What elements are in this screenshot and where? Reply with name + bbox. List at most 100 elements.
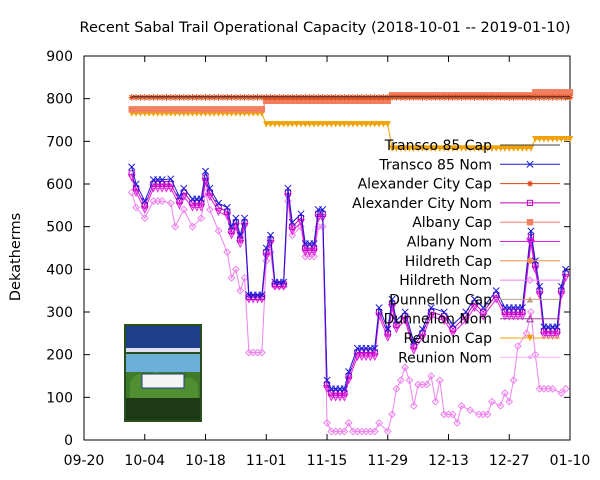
data-point bbox=[566, 89, 574, 96]
data-point bbox=[480, 94, 487, 101]
data-point bbox=[384, 94, 391, 101]
data-point bbox=[228, 94, 235, 101]
data-point bbox=[397, 145, 404, 152]
data-point bbox=[192, 203, 201, 212]
data-point bbox=[480, 145, 487, 152]
data-point bbox=[150, 106, 157, 113]
data-point bbox=[375, 97, 383, 104]
data-point bbox=[267, 94, 274, 101]
x-tick-label: 12-27 bbox=[489, 453, 530, 469]
data-point bbox=[428, 308, 435, 316]
data-point bbox=[384, 97, 391, 104]
data-point bbox=[245, 94, 253, 101]
data-point bbox=[305, 248, 314, 257]
data-point bbox=[471, 94, 478, 101]
data-point bbox=[297, 97, 305, 104]
data-point bbox=[202, 174, 209, 181]
data-point bbox=[500, 312, 509, 321]
data-point bbox=[354, 94, 361, 101]
data-point bbox=[514, 94, 522, 101]
data-point bbox=[223, 203, 231, 212]
data-point bbox=[188, 222, 197, 231]
legend-swatch-marker bbox=[526, 296, 534, 303]
data-point bbox=[544, 331, 553, 340]
data-point bbox=[388, 145, 396, 152]
data-point bbox=[223, 248, 232, 257]
data-point bbox=[371, 121, 378, 128]
legend-swatch-marker bbox=[526, 160, 534, 168]
data-point bbox=[462, 313, 469, 320]
data-point bbox=[280, 278, 288, 286]
data-point bbox=[132, 180, 140, 188]
data-point bbox=[132, 203, 140, 212]
data-point bbox=[487, 397, 496, 406]
legend: Transco 85 Cap Transco 85 Nom Alexander Ci… bbox=[352, 138, 560, 366]
data-point bbox=[215, 106, 222, 113]
data-point bbox=[449, 325, 456, 333]
series-layer bbox=[127, 89, 574, 436]
data-point bbox=[141, 197, 149, 205]
data-point bbox=[263, 97, 270, 104]
data-point bbox=[418, 325, 427, 333]
data-point bbox=[409, 401, 418, 410]
x-tick-label: 12-13 bbox=[428, 453, 469, 469]
data-point bbox=[406, 94, 413, 101]
data-point bbox=[367, 349, 374, 356]
series-line bbox=[131, 166, 567, 390]
data-point bbox=[466, 145, 474, 152]
data-point bbox=[393, 321, 400, 328]
data-point bbox=[540, 89, 548, 96]
legend-swatch-marker bbox=[526, 199, 534, 207]
data-point bbox=[345, 121, 352, 128]
data-point bbox=[401, 363, 410, 372]
data-point bbox=[549, 136, 556, 143]
data-point bbox=[254, 106, 261, 113]
legend-label: Transco 85 Nom bbox=[378, 157, 492, 173]
data-point bbox=[293, 121, 300, 128]
data-point bbox=[219, 94, 227, 101]
series-transco-85-nom bbox=[128, 163, 570, 393]
data-point bbox=[445, 145, 452, 152]
data-point bbox=[302, 244, 309, 252]
data-point bbox=[258, 348, 266, 357]
data-point bbox=[267, 231, 275, 239]
legend-label: Hildreth Nom bbox=[399, 273, 492, 289]
data-point bbox=[341, 389, 348, 397]
data-point bbox=[475, 145, 483, 152]
data-point bbox=[488, 145, 496, 152]
wwals-logo bbox=[124, 324, 202, 422]
data-point bbox=[410, 145, 417, 152]
data-point bbox=[562, 136, 569, 143]
legend-label: Transco 85 Cap bbox=[384, 138, 492, 154]
data-point bbox=[479, 312, 488, 321]
legend-swatch-marker bbox=[526, 276, 534, 285]
data-point bbox=[506, 308, 513, 316]
data-point bbox=[414, 94, 422, 101]
data-point bbox=[344, 419, 353, 427]
data-point bbox=[510, 94, 517, 101]
data-point bbox=[237, 94, 244, 101]
data-point bbox=[267, 97, 274, 104]
data-point bbox=[466, 94, 474, 101]
x-tick-label: 09-20 bbox=[64, 453, 105, 469]
legend-label: Albany Nom bbox=[407, 235, 492, 251]
data-point bbox=[545, 136, 552, 143]
data-point bbox=[180, 184, 188, 192]
data-point bbox=[150, 94, 157, 101]
data-point bbox=[558, 94, 565, 101]
data-point bbox=[276, 94, 283, 101]
data-point bbox=[510, 308, 517, 316]
data-point bbox=[214, 199, 223, 207]
data-point bbox=[384, 330, 391, 337]
data-point bbox=[501, 308, 509, 316]
data-point bbox=[536, 94, 543, 101]
data-point bbox=[496, 401, 505, 410]
data-point bbox=[289, 121, 296, 128]
data-point bbox=[198, 200, 205, 207]
data-point bbox=[158, 176, 166, 184]
data-point bbox=[384, 325, 392, 333]
data-point bbox=[310, 121, 318, 128]
data-point bbox=[440, 316, 449, 325]
data-point bbox=[128, 163, 136, 171]
